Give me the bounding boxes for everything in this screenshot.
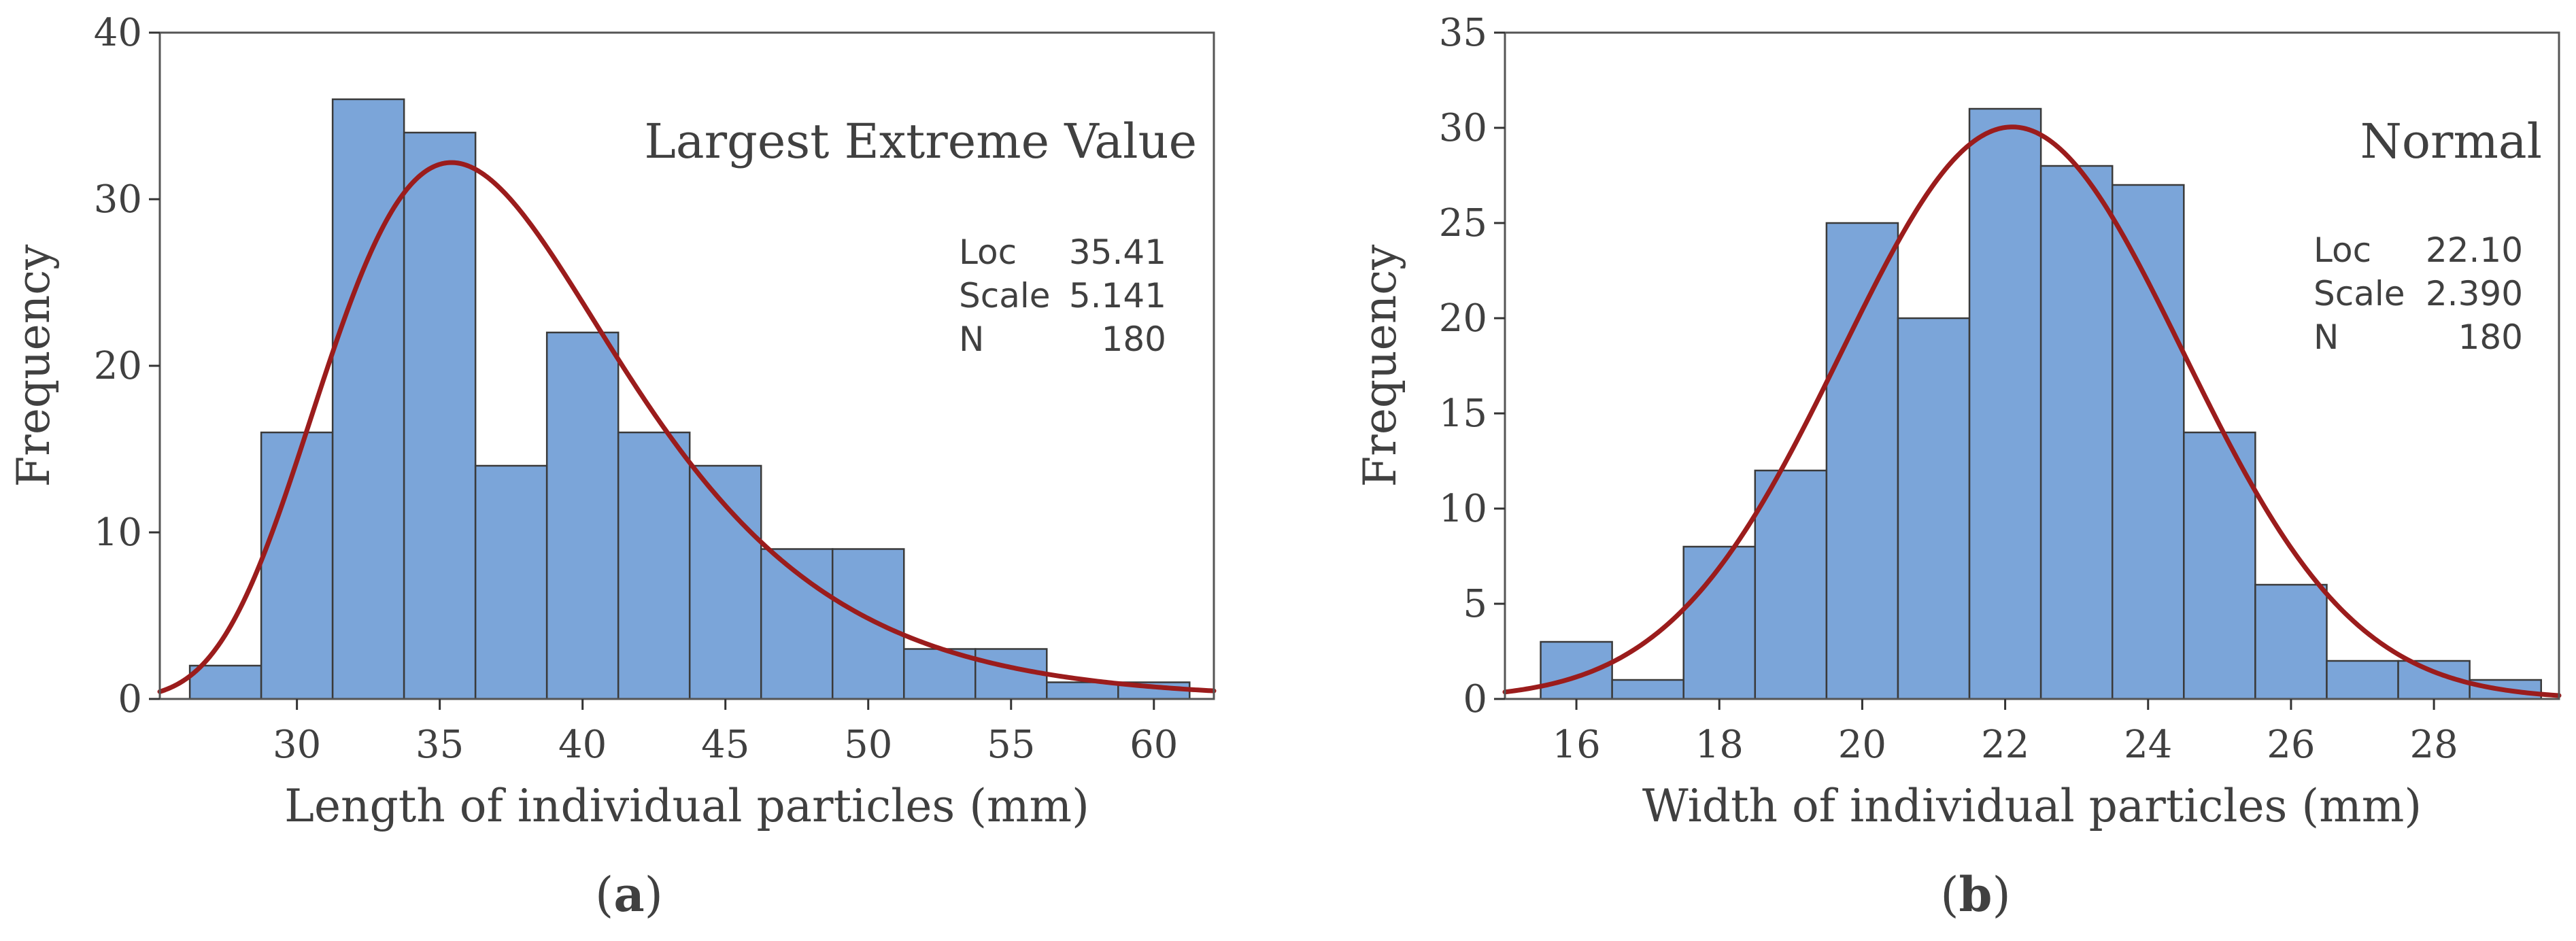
histogram-bar [1825, 222, 1899, 700]
x-tick-label: 55 [987, 723, 1035, 767]
x-tick-label: 24 [2124, 723, 2172, 767]
panel-a: 0 10 20 30 40 30 35 40 45 50 55 60 Length of individ… [7, 11, 1217, 923]
y-tick-label: 0 [118, 677, 142, 721]
panel-b: 0 5 10 15 20 25 30 35 16 18 20 22 24 26 28 Width of ind… [1354, 11, 2562, 923]
stat-value: 180 [2458, 318, 2523, 357]
histogram-bar [1968, 107, 2042, 700]
x-tick-label: 18 [1695, 723, 1744, 767]
y-tick-label: 30 [1439, 106, 1487, 150]
stat-label: Loc [2314, 230, 2371, 270]
histogram-bar [188, 664, 262, 700]
histogram-bar [1540, 640, 1613, 700]
x-tick-label: 26 [2267, 723, 2315, 767]
stat-value: 5.141 [1069, 276, 1166, 315]
fit-curve [1502, 124, 2562, 698]
x-tick-label: 60 [1130, 723, 1178, 767]
panel-label: (b) [1940, 866, 2011, 923]
histogram-bar [545, 331, 620, 700]
histogram-bar [617, 431, 691, 700]
stat-label: Scale [959, 276, 1051, 315]
y-axis-title: Frequency [7, 244, 60, 487]
y-tick-label: 20 [94, 344, 142, 388]
x-tick-label: 16 [1552, 723, 1600, 767]
histogram-bar [2039, 165, 2114, 700]
x-tick-label: 20 [1838, 723, 1886, 767]
histogram-bar [1611, 679, 1684, 700]
stat-label: Scale [2314, 274, 2405, 313]
x-tick-label: 28 [2409, 723, 2458, 767]
x-tick-label: 40 [558, 723, 607, 767]
y-tick-label: 5 [1463, 582, 1487, 626]
x-tick-label: 30 [273, 723, 321, 767]
histogram-bar [403, 131, 477, 700]
x-tick-label: 50 [844, 723, 892, 767]
y-tick-label: 25 [1439, 201, 1487, 245]
stat-label: N [2314, 318, 2339, 357]
histogram-bar [260, 431, 334, 700]
distribution-name: Normal [2360, 114, 2542, 169]
histogram-bar [831, 548, 905, 700]
x-axis-title: Width of individual particles (mm) [1642, 780, 2422, 832]
histogram-bar [331, 98, 405, 700]
stat-value: 22.10 [2426, 230, 2523, 270]
y-axis-title: Frequency [1354, 244, 1406, 487]
x-tick-label: 35 [416, 723, 464, 767]
x-tick-label: 22 [1981, 723, 2029, 767]
y-tick-label: 15 [1439, 392, 1487, 436]
stat-label: N [959, 320, 984, 359]
histogram-bar [688, 464, 762, 700]
y-tick-label: 35 [1439, 11, 1487, 55]
histogram-bar [474, 464, 548, 700]
stat-value: 35.41 [1069, 233, 1166, 272]
y-tick-label: 40 [94, 11, 142, 55]
histogram-bar [2254, 583, 2328, 700]
histogram-bar [1754, 469, 1828, 700]
distribution-name: Largest Extreme Value [644, 114, 1197, 169]
y-tick-label: 0 [1463, 677, 1487, 721]
histogram-bar [2111, 184, 2185, 700]
stat-label: Loc [959, 233, 1017, 272]
panel-label: (a) [595, 866, 663, 923]
y-tick-label: 10 [94, 511, 142, 555]
y-tick-label: 30 [94, 177, 142, 222]
histogram-bar [2183, 431, 2256, 700]
stat-value: 2.390 [2426, 274, 2523, 313]
plot-frame [1504, 31, 2560, 700]
y-tick-label: 20 [1439, 296, 1487, 341]
x-tick-label: 45 [701, 723, 749, 767]
histogram-bar [2326, 660, 2399, 700]
histogram-bar [1682, 545, 1757, 700]
x-axis-title: Length of individual particles (mm) [284, 780, 1089, 832]
y-tick-label: 10 [1439, 487, 1487, 531]
fit-curve [157, 160, 1217, 694]
histogram-bar [1897, 317, 1971, 700]
stat-value: 180 [1102, 320, 1166, 359]
